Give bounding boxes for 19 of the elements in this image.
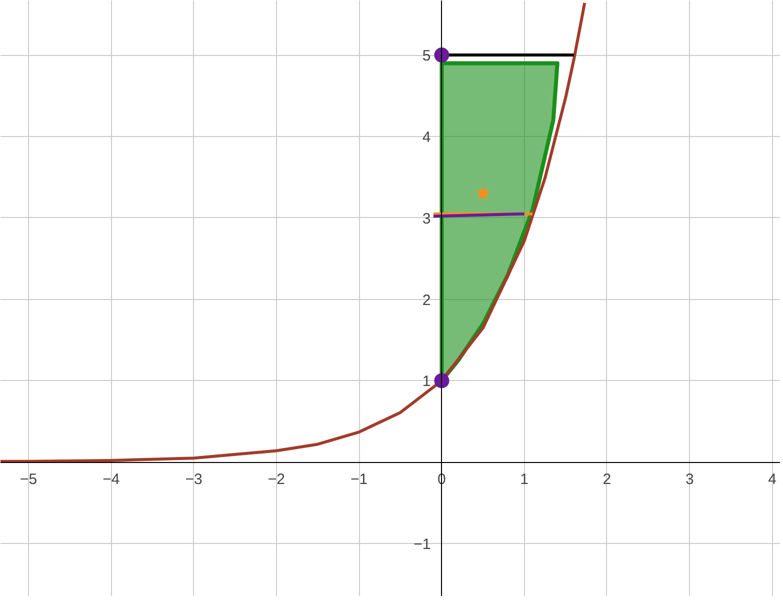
point — [476, 186, 490, 200]
point — [434, 373, 450, 388]
y-tick-label: 3 — [422, 210, 431, 228]
x-tick-label: 3 — [685, 471, 694, 488]
x-tick-label: −3 — [185, 471, 202, 488]
y-tick-label: 4 — [422, 128, 431, 146]
x-tick-label: 4 — [768, 471, 776, 488]
x-tick-label: 1 — [520, 471, 529, 488]
y-tick-label: −1 — [414, 536, 431, 554]
y-tick-label: 1 — [422, 373, 431, 390]
y-tick-label: 5 — [422, 48, 431, 65]
x-tick-label: 2 — [602, 471, 612, 488]
x-tick-label: −1 — [350, 471, 368, 488]
y-tick-label: 2 — [422, 292, 431, 309]
line-series — [0, 1, 586, 463]
x-tick-label: −4 — [102, 471, 120, 488]
point — [434, 48, 450, 63]
x-tick-label: −2 — [268, 471, 286, 488]
x-tick-label: −5 — [20, 471, 38, 488]
